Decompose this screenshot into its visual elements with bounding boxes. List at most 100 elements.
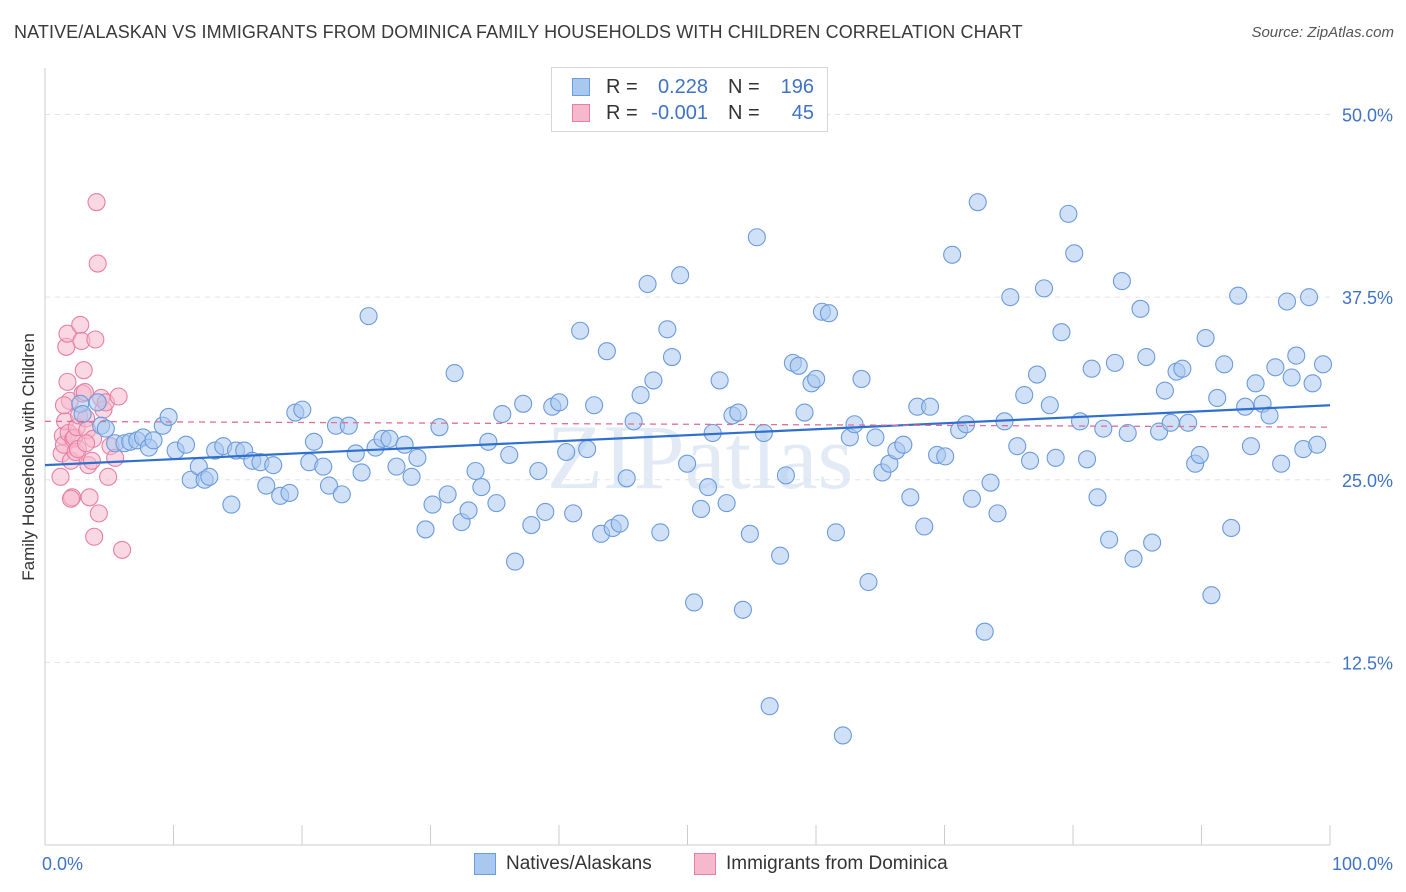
- data-point-native: [264, 456, 283, 475]
- data-point-native: [1190, 445, 1209, 464]
- data-point-native: [1303, 374, 1322, 393]
- data-point-native: [1034, 279, 1054, 298]
- data-point-native: [698, 478, 718, 497]
- legend: R = 0.228 N = 196 R = -0.001 N = 45: [551, 67, 828, 132]
- data-point-native: [692, 499, 711, 519]
- data-point-dominica: [77, 434, 96, 453]
- data-point-native: [845, 415, 864, 434]
- data-point-native: [293, 400, 312, 419]
- data-point-dominica: [109, 387, 128, 406]
- data-point-native: [662, 347, 682, 367]
- data-point-native: [514, 394, 533, 413]
- data-point-native: [346, 444, 365, 463]
- data-point-native: [819, 304, 838, 323]
- data-point-native: [1131, 299, 1150, 318]
- data-point-native: [1196, 328, 1215, 348]
- data-point-dominica: [54, 396, 74, 415]
- data-point-native: [651, 523, 670, 542]
- data-point-native: [1229, 286, 1248, 305]
- data-point-native: [936, 447, 955, 466]
- axis-tick-labels: 12.5% 25.0% 37.5% 50.0% 0.0% 100.0%: [42, 106, 1393, 874]
- data-point-native: [571, 321, 590, 340]
- data-point-native: [280, 483, 299, 502]
- data-point-native: [359, 307, 378, 326]
- data-point-native: [536, 502, 555, 521]
- data-point-native: [638, 274, 657, 294]
- data-point-native: [678, 454, 697, 473]
- trend-line-natives: [44, 404, 1331, 467]
- data-point-native: [332, 485, 351, 504]
- data-point-native: [710, 371, 729, 390]
- data-point-dominica: [58, 324, 77, 343]
- data-point-native: [610, 514, 629, 533]
- data-point-native: [423, 495, 442, 514]
- data-point-native: [1021, 451, 1040, 470]
- data-point-native: [943, 245, 962, 264]
- data-point-native: [1313, 355, 1333, 374]
- data-point-native: [578, 440, 597, 459]
- data-point-native: [459, 501, 478, 520]
- data-point-native: [585, 396, 604, 415]
- data-point-native: [1222, 518, 1241, 538]
- data-point-native: [975, 622, 994, 641]
- data-point-native: [1001, 288, 1020, 307]
- data-point-native: [500, 445, 519, 464]
- data-point-native: [771, 546, 790, 565]
- legend-r-value: -0.001: [651, 101, 708, 124]
- data-point-native: [479, 432, 498, 451]
- legend-swatch-pink: [572, 104, 590, 122]
- x-tick-label-min: 0.0%: [42, 854, 83, 874]
- data-point-dominica: [61, 489, 81, 508]
- data-point-native: [1118, 423, 1137, 443]
- data-point-dominica: [99, 467, 118, 486]
- data-point-native: [631, 385, 650, 405]
- data-point-dominica: [113, 540, 132, 559]
- watermark: ZIPatlas: [547, 406, 854, 508]
- data-point-native: [1100, 530, 1119, 549]
- data-point-native: [826, 523, 845, 542]
- data-point-native: [729, 403, 748, 422]
- data-point-native: [1202, 586, 1221, 605]
- data-point-native: [402, 467, 421, 486]
- bottom-legend-label-dominica: Immigrants from Dominica: [726, 853, 948, 874]
- data-point-native: [395, 435, 414, 454]
- data-point-native: [776, 466, 795, 485]
- source-label: Source: ZipAtlas.com: [1251, 24, 1394, 41]
- data-point-native: [740, 524, 759, 543]
- data-point-native: [957, 415, 976, 434]
- trend-lines: [44, 404, 1331, 467]
- data-point-native: [962, 489, 981, 508]
- data-point-dominica: [71, 315, 90, 334]
- data-point-native: [1008, 437, 1027, 456]
- data-point-native: [487, 494, 506, 513]
- data-point-dominica: [82, 451, 101, 470]
- legend-r-label: R =: [606, 75, 638, 98]
- data-point-native: [1094, 419, 1113, 438]
- data-point-native: [747, 228, 766, 247]
- legend-n-value: 196: [780, 75, 814, 98]
- data-point-native: [1260, 406, 1279, 425]
- data-point-native: [894, 435, 913, 454]
- data-point-dominica: [88, 254, 107, 273]
- trend-line-dominica: [44, 420, 1331, 428]
- legend-n-label: N =: [728, 75, 760, 98]
- bottom-legend-swatch-pink: [694, 853, 716, 875]
- data-point-native: [1027, 365, 1047, 384]
- data-point-native: [717, 494, 736, 513]
- data-point-native: [144, 431, 163, 450]
- chart-title: NATIVE/ALASKAN VS IMMIGRANTS FROM DOMINI…: [14, 22, 1023, 42]
- data-point-native: [73, 404, 92, 424]
- data-point-native: [200, 467, 219, 486]
- data-point-dominica: [89, 504, 108, 523]
- data-point-dominica: [51, 467, 70, 486]
- data-point-native: [789, 356, 808, 375]
- bottom-legend-swatch-blue: [474, 853, 496, 875]
- data-point-native: [1179, 413, 1198, 432]
- data-point-native: [833, 726, 852, 745]
- data-point-native: [671, 266, 690, 285]
- data-point-native: [733, 600, 752, 619]
- data-point-native: [159, 407, 178, 426]
- data-point-native: [1065, 244, 1084, 263]
- legend-r-value: 0.228: [657, 75, 708, 98]
- data-point-native: [1161, 413, 1180, 432]
